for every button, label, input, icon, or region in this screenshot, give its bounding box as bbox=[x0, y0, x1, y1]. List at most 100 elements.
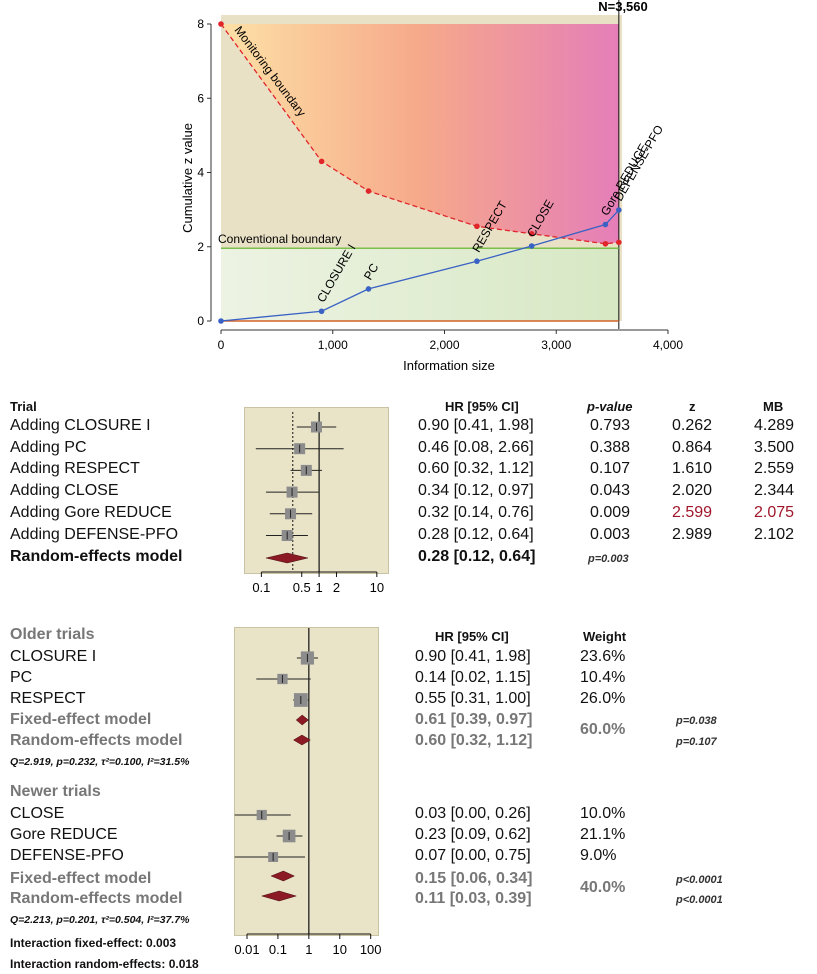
cumulative-row-p: 0.043 bbox=[590, 482, 631, 500]
forest-tick-label: 0.01 bbox=[234, 942, 259, 957]
forest-tick-label: 1 bbox=[315, 580, 322, 595]
forest-tick-label: 0.5 bbox=[293, 580, 311, 595]
conventional-boundary-region bbox=[221, 248, 619, 321]
pooled-diamond bbox=[270, 870, 295, 882]
older-heterogeneity: Q=2.919, p=0.232, τ²=0.100, I²=31.5% bbox=[10, 756, 190, 768]
weight-header: Weight bbox=[583, 629, 627, 644]
monitoring-boundary-point bbox=[602, 240, 609, 247]
cumulative-row-p: 0.107 bbox=[590, 460, 631, 478]
older-fixed-p: p=0.038 bbox=[676, 715, 717, 727]
forest-tick-label: 10 bbox=[333, 942, 347, 957]
y-tick-label: 0 bbox=[197, 314, 204, 328]
subgroup-row-weight: 10.4% bbox=[580, 669, 626, 686]
cumulative-z-point bbox=[602, 221, 609, 228]
y-tick-label: 2 bbox=[197, 240, 204, 254]
older-random-label: Random-effects model bbox=[10, 732, 183, 749]
monitoring-boundary-point bbox=[528, 230, 535, 237]
monitoring-boundary-point bbox=[616, 239, 622, 246]
cumulative-z-point bbox=[218, 318, 224, 324]
cumulative-summary-label: Random-effects model bbox=[10, 548, 183, 565]
newer-random-label: Random-effects model bbox=[10, 890, 183, 907]
cumulative-z-point bbox=[616, 207, 622, 213]
pooled-diamond bbox=[295, 714, 309, 726]
cumulative-row-mb: 2.075 bbox=[754, 503, 795, 521]
subgroup-row-label: RESPECT bbox=[10, 690, 86, 707]
x-tick-label: 1,000 bbox=[318, 338, 348, 352]
summary-diamond bbox=[265, 552, 308, 564]
cumulative-row-mb: 2.102 bbox=[754, 525, 795, 543]
x-tick-label: 4,000 bbox=[653, 338, 683, 352]
newer-fixed-hr: 0.15 [0.06, 0.34] bbox=[415, 870, 533, 887]
forest-tick-label: 10 bbox=[370, 580, 384, 595]
cumulative-summary-p: p=0.003 bbox=[588, 553, 629, 565]
cumulative-row-z: 2.599 bbox=[672, 503, 713, 521]
newer-weight-total: 40.0% bbox=[580, 879, 626, 896]
x-axis-label: Information size bbox=[403, 358, 495, 373]
cumulative-row-z: 2.020 bbox=[672, 482, 713, 500]
subgroup-row-label: PC bbox=[10, 669, 33, 686]
hr-header: HR [95% CI] bbox=[445, 399, 519, 414]
cumulative-row-label: Adding RESPECT bbox=[10, 460, 140, 478]
cumulative-row-z: 2.989 bbox=[672, 525, 713, 543]
newer-heterogeneity: Q=2.213, p=0.201, τ²=0.504, I²=37.7% bbox=[10, 914, 190, 926]
older-fixed-hr: 0.61 [0.39, 0.97] bbox=[415, 711, 533, 728]
cumulative-row-label: Adding PC bbox=[10, 438, 87, 456]
forest-tick-label: 100 bbox=[360, 942, 382, 957]
pooled-diamond bbox=[260, 890, 298, 902]
cumulative-row-mb: 3.500 bbox=[754, 438, 795, 456]
monitoring-boundary-point bbox=[318, 158, 325, 165]
subgroup-row-hr: 0.90 [0.41, 1.98] bbox=[415, 648, 531, 665]
cumulative-z-point bbox=[318, 308, 325, 315]
cumulative-row-mb: 4.289 bbox=[754, 417, 795, 434]
older-trials-title: Older trials bbox=[10, 626, 95, 643]
cumulative-row-hr: 0.46 [0.08, 2.66] bbox=[418, 438, 534, 456]
conventional-boundary-label: Conventional boundary bbox=[218, 232, 341, 246]
newer-random-p: p<0.0001 bbox=[676, 894, 723, 906]
monitoring-boundary-point bbox=[474, 223, 480, 230]
cumulative-forest-panel bbox=[244, 407, 389, 574]
cumulative-row-z: 0.262 bbox=[672, 417, 713, 434]
subgroup-row-weight: 26.0% bbox=[580, 690, 626, 707]
cumulative-row-hr: 0.34 [0.12, 0.97] bbox=[418, 482, 534, 500]
subgroup-row-label: Gore REDUCE bbox=[10, 826, 118, 843]
cumulative-row-z: 1.610 bbox=[672, 460, 713, 478]
pooled-diamond bbox=[293, 734, 311, 746]
cumulative-row-label: Adding CLOSURE I bbox=[10, 417, 151, 434]
cumulative-row-hr: 0.32 [0.14, 0.76] bbox=[418, 503, 534, 521]
y-tick-label: 4 bbox=[197, 166, 204, 180]
pvalue-header: p-value bbox=[587, 399, 633, 414]
cumulative-row-p: 0.009 bbox=[590, 503, 631, 521]
y-tick-label: 6 bbox=[197, 91, 204, 105]
cumulative-row-label: Adding DEFENSE-PFO bbox=[10, 525, 179, 543]
older-random-hr: 0.60 [0.32, 1.12] bbox=[415, 732, 533, 749]
cumulative-row-mb: 2.344 bbox=[754, 482, 795, 500]
monitoring-boundary-region bbox=[221, 24, 619, 244]
cumulative-forest-plot: 0.1 0.5 1 2 10 bbox=[252, 412, 384, 595]
cumulative-summary-hr: 0.28 [0.12, 0.64] bbox=[418, 548, 536, 565]
forest-tick-label: 0.1 bbox=[252, 580, 270, 595]
mb-header: MB bbox=[763, 399, 784, 414]
sample-size-label: N=3,560 bbox=[598, 0, 648, 14]
newer-random-hr: 0.11 [0.03, 0.39] bbox=[415, 890, 532, 907]
cumulative-row-hr: 0.60 [0.32, 1.12] bbox=[418, 460, 534, 478]
subgroup-row-weight: 9.0% bbox=[580, 847, 617, 864]
subgroup-row-weight: 10.0% bbox=[580, 805, 626, 822]
newer-fixed-label: Fixed-effect model bbox=[10, 870, 152, 887]
cumulative-row-mb: 2.559 bbox=[754, 460, 795, 478]
cumulative-z-point bbox=[528, 243, 535, 249]
interaction-fixed: Interaction fixed-effect: 0.003 bbox=[10, 936, 177, 950]
subgroup-row-label: DEFENSE-PFO bbox=[10, 847, 124, 864]
cumulative-row-p: 0.388 bbox=[590, 438, 631, 456]
newer-trials-title: Newer trials bbox=[10, 783, 101, 800]
cumulative-row-p: 0.793 bbox=[590, 417, 631, 434]
subgroup-row-hr: 0.03 [0.00, 0.26] bbox=[415, 805, 531, 822]
older-random-p: p=0.107 bbox=[676, 736, 717, 748]
subgroup-forest-plot: 0.01 0.1 1 10 100 bbox=[234, 628, 382, 957]
subgroup-row-weight: 21.1% bbox=[580, 826, 626, 843]
cumulative-z-point bbox=[474, 258, 480, 265]
forest-tick-label: 0.1 bbox=[269, 942, 287, 957]
cumulative-z-point bbox=[365, 286, 372, 292]
subgroup-row-hr: 0.07 [0.00, 0.75] bbox=[415, 847, 531, 864]
monitoring-boundary-point bbox=[218, 21, 224, 27]
